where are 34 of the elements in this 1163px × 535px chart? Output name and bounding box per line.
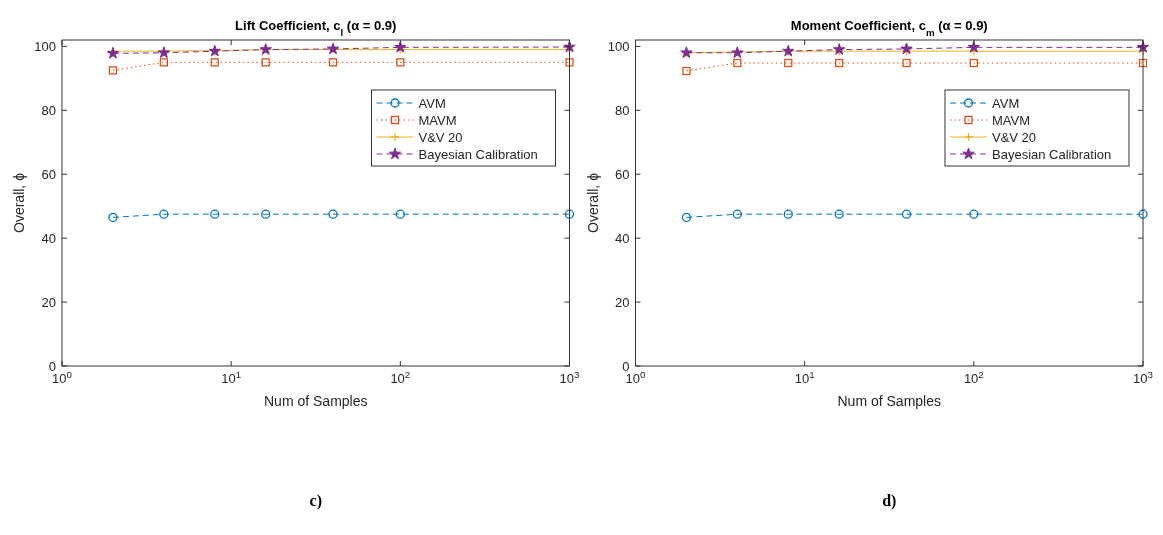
legend-label: Bayesian Calibration — [418, 146, 538, 162]
legend-label: MAVM — [418, 112, 457, 128]
x-axis-title: Num of Samples — [837, 393, 941, 409]
y-tick-label: 0 — [48, 358, 56, 374]
text: d) — [882, 492, 897, 510]
legend-label: Bayesian Calibration — [992, 146, 1112, 162]
y-tick-label: 60 — [41, 166, 56, 182]
y-tick-label: 60 — [615, 166, 630, 182]
x-tick-label: 10$^{1}$ — [794, 368, 815, 386]
x-tick-label: 10$^{2}$ — [963, 368, 984, 386]
y-tick-label: 80 — [615, 102, 630, 118]
text: c) — [309, 492, 322, 510]
legend-label: MAVM — [992, 112, 1031, 128]
y-tick-label: 80 — [41, 102, 56, 118]
x-tick-label: 10$^{1}$ — [221, 368, 242, 386]
x-tick-label: 10$^{3}$ — [559, 368, 580, 386]
x-tick-label: 10$^{2}$ — [390, 368, 411, 386]
chart-title: Moment Coefficient, c$_{m}$ (α = 0.9) — [790, 18, 988, 38]
x-axis-title: Num of Samples — [264, 393, 368, 409]
legend-label: AVM — [992, 95, 1020, 111]
legend-label: V&V 20 — [418, 129, 463, 145]
y-axis-title: Overall, ϕ — [584, 172, 601, 233]
y-tick-label: 0 — [622, 358, 630, 374]
y-axis-title: Overall, ϕ — [11, 172, 27, 233]
y-tick-label: 20 — [41, 294, 56, 310]
y-tick-label: 100 — [34, 38, 56, 54]
y-tick-label: 40 — [615, 230, 630, 246]
legend-label: AVM — [418, 95, 446, 111]
x-tick-label: 10$^{3}$ — [1133, 368, 1153, 386]
y-tick-label: 40 — [41, 230, 56, 246]
y-tick-label: 100 — [607, 38, 630, 54]
chart-title: Lift Coefficient, c$_{l}$ (α = 0.9) — [235, 18, 397, 38]
y-tick-label: 20 — [615, 294, 630, 310]
legend-label: V&V 20 — [992, 129, 1037, 145]
